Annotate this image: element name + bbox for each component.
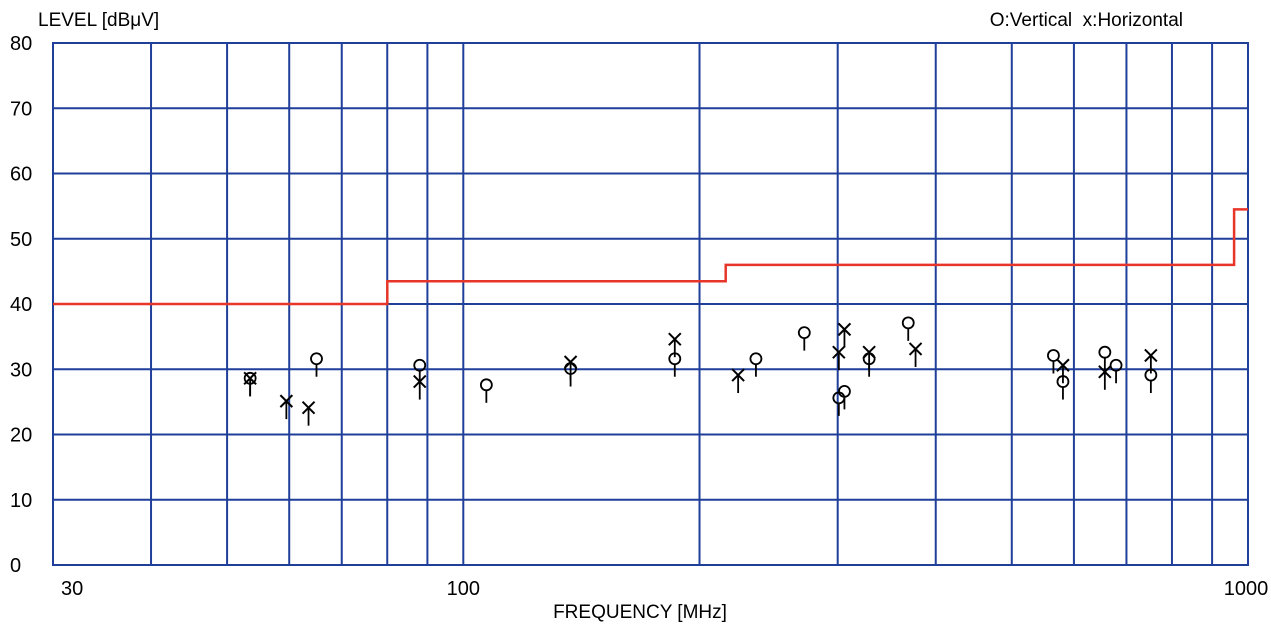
horizontal-marker — [668, 332, 682, 358]
horizontal-marker — [731, 368, 745, 394]
limit-line — [53, 208, 1248, 306]
y-tick-label: 70 — [10, 98, 32, 120]
horizontal-marker — [1098, 365, 1112, 390]
horizontal-marker — [279, 394, 294, 420]
vertical-marker — [1098, 345, 1112, 371]
horizontal-marker — [1056, 358, 1070, 384]
tick-labels: 0 10 20 30 40 50 60 70 80 30 100 1000 — [10, 33, 1268, 600]
vertical-circle — [797, 326, 811, 340]
horizontal-marker — [862, 345, 876, 371]
y-tick-label: 0 — [10, 555, 21, 577]
horizontal-marker — [837, 322, 852, 348]
data-marks — [243, 316, 1158, 426]
vertical-circle — [479, 378, 493, 392]
vertical-marker — [797, 326, 811, 351]
vertical-marker — [1109, 358, 1123, 384]
legend-text: O:Vertical x:Horizontal — [990, 10, 1183, 31]
vertical-circle — [749, 352, 763, 366]
horizontal-marker — [832, 345, 846, 371]
grid — [52, 42, 1249, 566]
y-axis-label: LEVEL [dBμV] — [38, 10, 159, 31]
y-tick-label: 10 — [10, 490, 32, 512]
vertical-marker — [479, 378, 493, 403]
x-axis-label: FREQUENCY [MHz] — [553, 602, 727, 623]
y-tick-label: 50 — [10, 229, 32, 251]
horizontal-marker — [563, 355, 578, 380]
x-tick-label: 100 — [447, 578, 480, 600]
x-tick-label: 30 — [61, 578, 83, 600]
y-tick-label: 80 — [10, 33, 32, 55]
vertical-circle — [901, 316, 915, 330]
vertical-circle — [1098, 345, 1112, 359]
horizontal-marker — [908, 342, 923, 367]
vertical-marker — [310, 352, 323, 377]
y-tick-label: 30 — [10, 359, 32, 381]
horizontal-marker — [1144, 348, 1158, 374]
vertical-marker — [901, 316, 915, 341]
horizontal-marker — [301, 400, 316, 426]
x-tick-label: 1000 — [1224, 578, 1269, 600]
limit-line-group — [53, 208, 1248, 306]
horizontal-marker — [413, 374, 427, 400]
vertical-marker — [749, 352, 763, 377]
y-tick-label: 40 — [10, 294, 32, 316]
y-tick-label: 20 — [10, 425, 32, 447]
vertical-marker — [413, 358, 427, 384]
vertical-circle — [310, 352, 323, 366]
vertical-marker — [838, 384, 851, 410]
y-tick-label: 60 — [10, 164, 32, 186]
vertical-marker — [1047, 349, 1060, 374]
horizontal-marker — [243, 371, 257, 397]
